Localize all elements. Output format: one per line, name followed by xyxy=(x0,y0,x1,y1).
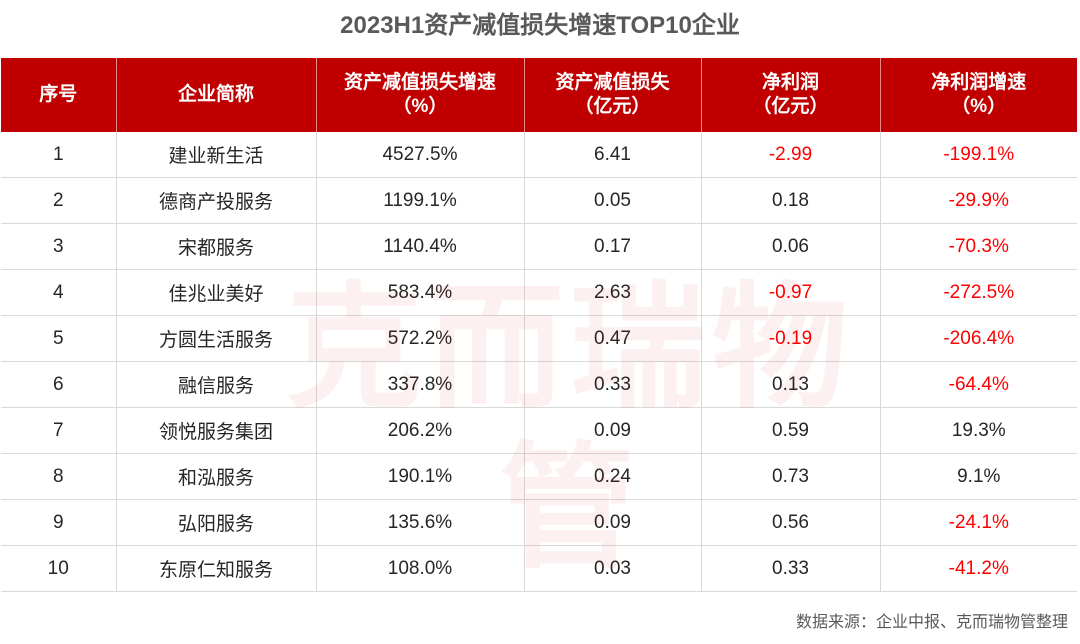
index-cell: 5 xyxy=(1,315,117,362)
net-profit-cell: -2.99 xyxy=(701,132,881,178)
header-unit: （%） xyxy=(392,96,448,117)
company-cell: 东原仁知服务 xyxy=(116,545,317,592)
index-cell: 1 xyxy=(1,132,117,178)
impairment-growth-cell: 108.0% xyxy=(316,545,525,592)
header-label: 净利润增速 xyxy=(931,72,1027,93)
impairment-growth-cell: 583.4% xyxy=(316,269,525,316)
impairment-loss-cell: 0.05 xyxy=(524,177,702,224)
table-row: 5 方圆生活服务 572.2% 0.47 -0.19 -206.4% xyxy=(1,315,1077,362)
net-profit-cell: 0.33 xyxy=(701,545,881,592)
impairment-growth-cell: 337.8% xyxy=(316,361,525,408)
impairment-growth-cell: 206.2% xyxy=(316,407,525,454)
header-cell-net-profit-growth: 净利润增速 （%） xyxy=(880,58,1077,132)
table-body: 1 建业新生活 4527.5% 6.41 -2.99 -199.1% 2 德商产投服务 1199… xyxy=(1,132,1077,592)
net-profit-growth-cell: -29.9% xyxy=(880,177,1077,224)
index-cell: 6 xyxy=(1,361,117,408)
index-cell: 7 xyxy=(1,407,117,454)
impairment-growth-cell: 572.2% xyxy=(316,315,525,362)
index-cell: 2 xyxy=(1,177,117,224)
table-row: 2 德商产投服务 1199.1% 0.05 0.18 -29.9% xyxy=(1,177,1077,224)
company-cell: 宋都服务 xyxy=(116,223,317,270)
net-profit-growth-cell: 19.3% xyxy=(880,407,1077,454)
net-profit-growth-cell: 9.1% xyxy=(880,453,1077,500)
impairment-loss-cell: 0.17 xyxy=(524,223,702,270)
header-label: 资产减值损失增速 xyxy=(343,72,496,93)
header-cell-impairment-loss: 资产减值损失 （亿元） xyxy=(524,58,702,132)
company-cell: 领悦服务集团 xyxy=(116,407,317,454)
net-profit-growth-cell: -41.2% xyxy=(880,545,1077,592)
data-table: 序号 企业简称 资产减值损失增速 （%） 资产减值损失 （亿元） 净利润 （亿元） 净… xyxy=(1,58,1077,592)
impairment-loss-cell: 0.47 xyxy=(524,315,702,362)
impairment-loss-cell: 6.41 xyxy=(524,132,702,178)
header-label: 资产减值损失 xyxy=(555,72,670,93)
index-cell: 10 xyxy=(1,545,117,592)
header-unit: （亿元） xyxy=(574,96,651,117)
header-unit: （亿元） xyxy=(752,96,829,117)
net-profit-growth-cell: -199.1% xyxy=(880,132,1077,178)
header-unit: （%） xyxy=(951,96,1007,117)
header-cell-net-profit: 净利润 （亿元） xyxy=(701,58,881,132)
chart-title: 2023H1资产减值损失增速TOP10企业 xyxy=(340,12,740,39)
company-cell: 弘阳服务 xyxy=(116,499,317,546)
company-cell: 方圆生活服务 xyxy=(116,315,317,362)
net-profit-cell: -0.19 xyxy=(701,315,881,362)
header-label: 企业简称 xyxy=(177,84,254,105)
impairment-loss-cell: 2.63 xyxy=(524,269,702,316)
index-cell: 4 xyxy=(1,269,117,316)
net-profit-growth-cell: -206.4% xyxy=(880,315,1077,362)
source-note: 数据来源：企业中报、克而瑞物管整理 xyxy=(795,614,1068,631)
index-cell: 3 xyxy=(1,223,117,270)
header-row: 序号 企业简称 资产减值损失增速 （%） 资产减值损失 （亿元） 净利润 （亿元） 净… xyxy=(1,58,1077,132)
impairment-growth-cell: 135.6% xyxy=(316,499,525,546)
table-row: 8 和泓服务 190.1% 0.24 0.73 9.1% xyxy=(1,453,1077,500)
header-label: 净利润 xyxy=(761,72,819,93)
impairment-loss-cell: 0.09 xyxy=(524,407,702,454)
company-cell: 和泓服务 xyxy=(116,453,317,500)
header-cell-company: 企业简称 xyxy=(116,58,317,132)
net-profit-growth-cell: -24.1% xyxy=(880,499,1077,546)
table-row: 7 领悦服务集团 206.2% 0.09 0.59 19.3% xyxy=(1,407,1077,454)
header-cell-index: 序号 xyxy=(1,58,117,132)
net-profit-cell: 0.13 xyxy=(701,361,881,408)
net-profit-cell: -0.97 xyxy=(701,269,881,316)
company-cell: 建业新生活 xyxy=(116,132,317,178)
impairment-loss-cell: 0.03 xyxy=(524,545,702,592)
header-label: 序号 xyxy=(39,84,78,105)
net-profit-growth-cell: -272.5% xyxy=(880,269,1077,316)
table-row: 1 建业新生活 4527.5% 6.41 -2.99 -199.1% xyxy=(1,132,1077,178)
net-profit-growth-cell: -64.4% xyxy=(880,361,1077,408)
table-row: 6 融信服务 337.8% 0.33 0.13 -64.4% xyxy=(1,361,1077,408)
table-row: 4 佳兆业美好 583.4% 2.63 -0.97 -272.5% xyxy=(1,269,1077,316)
company-cell: 佳兆业美好 xyxy=(116,269,317,316)
impairment-growth-cell: 190.1% xyxy=(316,453,525,500)
index-cell: 9 xyxy=(1,499,117,546)
table-row: 10 东原仁知服务 108.0% 0.03 0.33 -41.2% xyxy=(1,545,1077,592)
impairment-growth-cell: 1199.1% xyxy=(316,177,525,224)
impairment-growth-cell: 4527.5% xyxy=(316,132,525,178)
net-profit-growth-cell: -70.3% xyxy=(880,223,1077,270)
impairment-loss-cell: 0.24 xyxy=(524,453,702,500)
net-profit-cell: 0.06 xyxy=(701,223,881,270)
company-cell: 德商产投服务 xyxy=(116,177,317,224)
net-profit-cell: 0.73 xyxy=(701,453,881,500)
net-profit-cell: 0.56 xyxy=(701,499,881,546)
impairment-loss-cell: 0.33 xyxy=(524,361,702,408)
net-profit-cell: 0.18 xyxy=(701,177,881,224)
impairment-growth-cell: 1140.4% xyxy=(316,223,525,270)
table-row: 3 宋都服务 1140.4% 0.17 0.06 -70.3% xyxy=(1,223,1077,270)
header-cell-impairment-growth: 资产减值损失增速 （%） xyxy=(316,58,525,132)
table-row: 9 弘阳服务 135.6% 0.09 0.56 -24.1% xyxy=(1,499,1077,546)
impairment-loss-cell: 0.09 xyxy=(524,499,702,546)
index-cell: 8 xyxy=(1,453,117,500)
net-profit-cell: 0.59 xyxy=(701,407,881,454)
company-cell: 融信服务 xyxy=(116,361,317,408)
